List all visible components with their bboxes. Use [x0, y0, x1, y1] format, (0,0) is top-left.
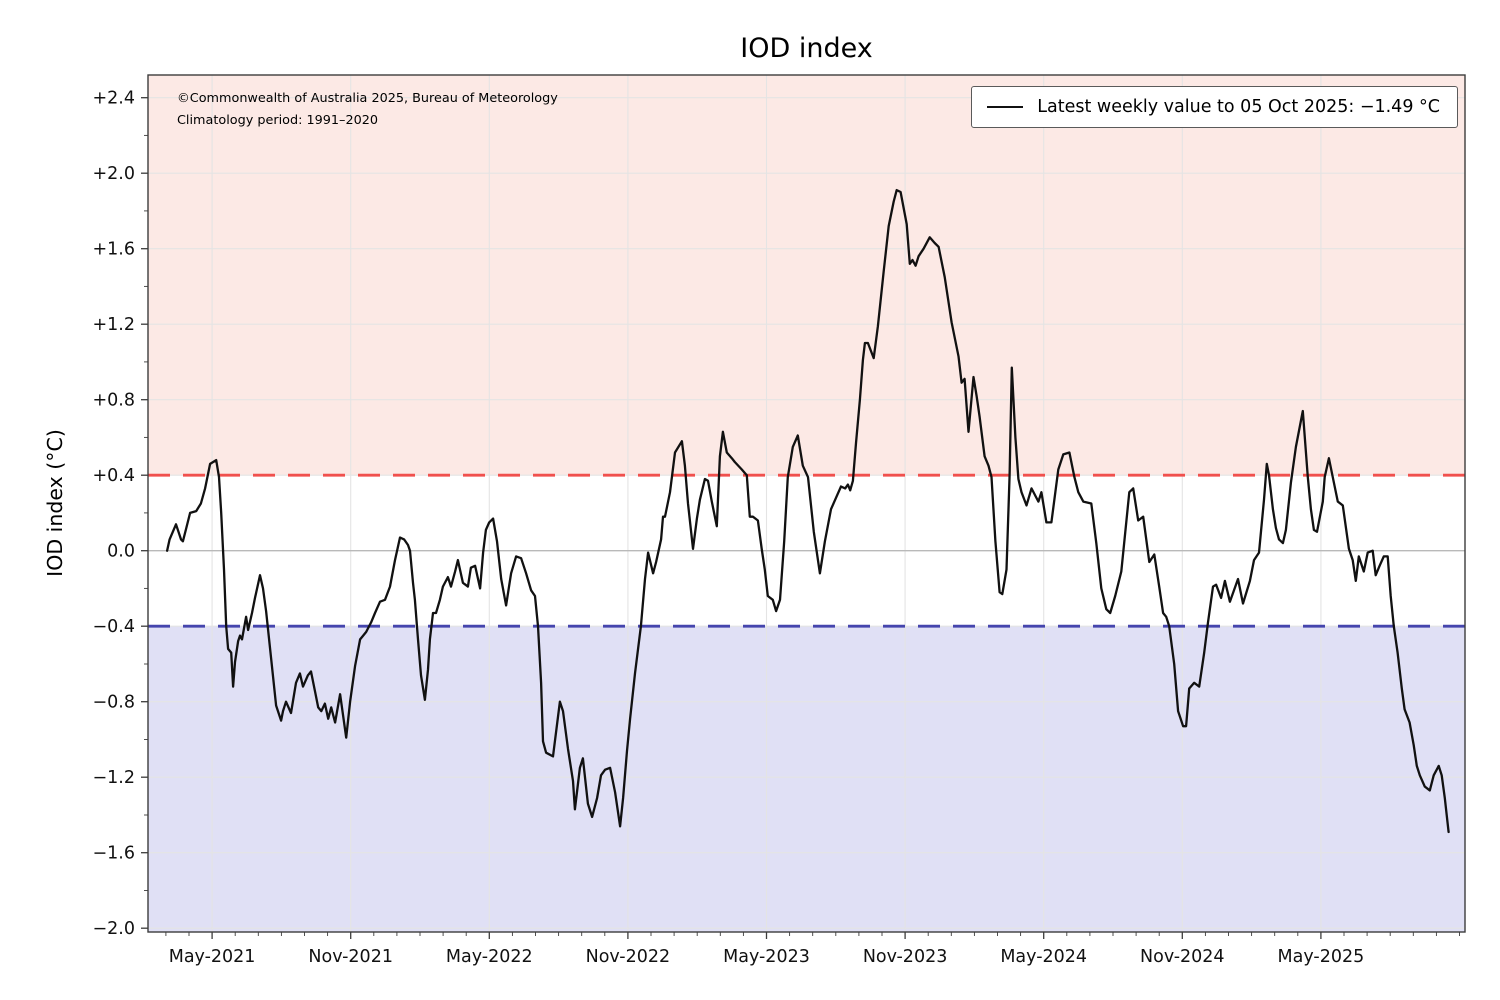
y-tick-label: 0.0 [107, 542, 135, 562]
x-tick-label: Nov-2024 [1140, 947, 1225, 967]
y-tick-label: +0.8 [93, 391, 136, 411]
copyright-annotation: ©Commonwealth of Australia 2025, Bureau … [177, 88, 558, 131]
positive-iod-band [148, 75, 1465, 476]
y-tick-label: −0.4 [93, 617, 136, 637]
y-tick-label: +0.4 [93, 466, 136, 486]
x-tick-label: May-2024 [1000, 947, 1087, 967]
y-tick-label: −1.2 [93, 768, 136, 788]
negative-iod-band [148, 626, 1465, 932]
copyright-line: ©Commonwealth of Australia 2025, Bureau … [177, 91, 558, 106]
axes-frame-layer [147, 74, 1466, 933]
tick-labels-layer: +2.4 +2.0 +1.6 +1.2 +0.8 +0.4 0.0 −0.4 −0.8 −1.2 −… [93, 89, 1365, 967]
y-tick-label: +2.4 [93, 89, 136, 109]
threshold-lines-layer [148, 473, 1465, 628]
iod-weekly-line [165, 188, 1450, 834]
threshold-bands-layer [148, 75, 1465, 932]
x-tick-label: May-2022 [446, 947, 533, 967]
y-axis-label: IOD index (°C) [43, 429, 67, 577]
y-tick-label: −1.6 [93, 844, 136, 864]
legend: Latest weekly value to 05 Oct 2025: −1.4… [971, 86, 1458, 128]
legend-line-sample-icon [987, 106, 1024, 108]
x-tick-label: May-2023 [723, 947, 810, 967]
y-tick-label: +1.2 [93, 315, 136, 335]
x-tick-label: Nov-2021 [308, 947, 393, 967]
y-tick-label: +2.0 [93, 164, 136, 184]
y-tick-label: −2.0 [93, 919, 136, 939]
series-layer [165, 188, 1450, 834]
x-tick-label: May-2021 [169, 947, 256, 967]
climatology-period-line: Climatology period: 1991–2020 [177, 112, 379, 128]
y-tick-label: −0.8 [93, 693, 136, 713]
legend-label: Latest weekly value to 05 Oct 2025: −1.4… [1037, 97, 1440, 117]
y-tick-label: +1.6 [93, 240, 136, 260]
x-tick-label: Nov-2023 [863, 947, 948, 967]
plot-frame [147, 74, 1466, 933]
x-tick-label: Nov-2022 [586, 947, 671, 967]
tick-marks-layer [141, 97, 1460, 939]
chart-title: IOD index [740, 33, 873, 64]
x-tick-label: May-2025 [1278, 947, 1365, 967]
